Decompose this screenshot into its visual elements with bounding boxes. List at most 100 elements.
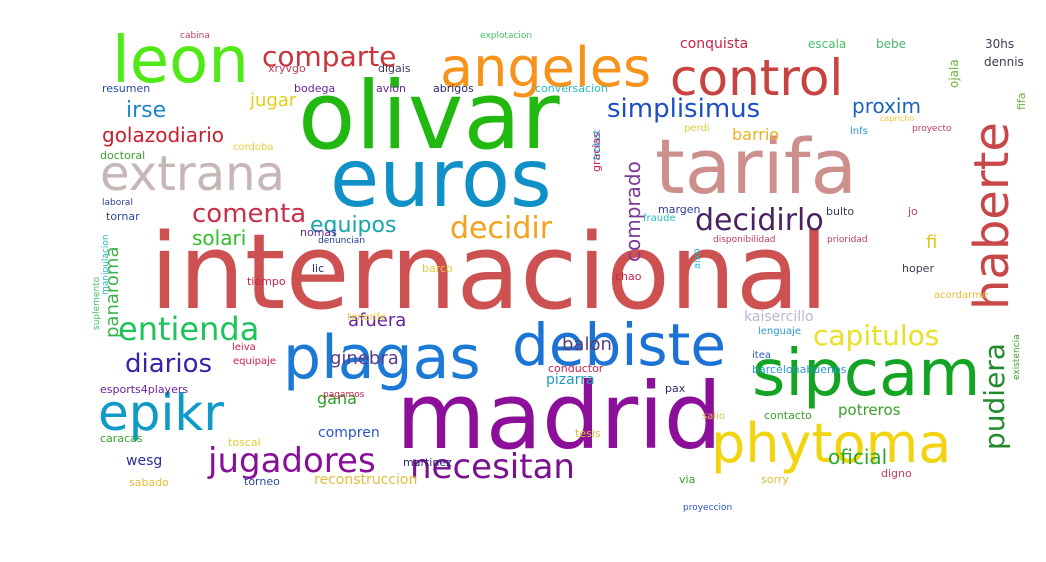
word-denuncian: denuncian [318, 236, 365, 246]
word-decidir: decidir [450, 211, 553, 246]
word-simplisimus: simplisimus [607, 94, 760, 124]
word-panaroma: panaroma [102, 247, 123, 338]
word-comenta: comenta [192, 199, 306, 229]
word-aixo: aixo [692, 248, 703, 269]
word-dennis: dennis [984, 55, 1024, 69]
word-martinez: martinez [403, 456, 452, 469]
word-equipaje: equipaje [233, 356, 276, 367]
word-irse: irse [126, 98, 166, 123]
word-cabina: cabina [180, 31, 210, 41]
word-laboral: laboral [102, 198, 133, 208]
word-diarios: diarios [125, 349, 212, 379]
word-proyeccion: proyeccion [683, 503, 732, 513]
word-disponibilidad: disponibilidad [713, 235, 775, 245]
word-fraude: fraude [643, 213, 676, 224]
word-jugadores: jugadores [207, 441, 376, 481]
word-toscal: toscal [228, 436, 261, 449]
word-resumen: resumen [102, 82, 150, 95]
word-sipcam: sipcam [752, 337, 981, 411]
word-conductor: conductor [548, 362, 604, 375]
word-abrigos: abrigos [433, 82, 474, 95]
word-gracias: gracias [590, 132, 603, 172]
word-30hs: 30hs [985, 37, 1014, 51]
word-ginebra: ginebra [330, 348, 399, 369]
word-madrid: madrid [396, 363, 722, 470]
word-golazodiario: golazodiario [102, 123, 224, 147]
word-euros: euros [330, 132, 552, 225]
word-itea: itea [752, 350, 771, 361]
word-explotacion: explotacion [480, 31, 532, 41]
word-comparte: comparte [262, 40, 396, 73]
word-tiempo: tiempo [247, 275, 286, 288]
word-bodega: bodega [294, 82, 335, 95]
word-hoper: hoper [902, 262, 934, 275]
word-xryvgo: xryvgo [268, 62, 306, 75]
word-reconstruccion: reconstruccion [314, 472, 417, 488]
word-contacto: contacto [764, 409, 812, 422]
word-cordoba: cordoba [233, 142, 274, 153]
word-gana: gana [317, 389, 357, 408]
word-margen: margen [658, 203, 701, 216]
word-barcelonabuenos: barcelonabuenos [752, 363, 847, 376]
word-necesitan: necesitan [410, 447, 575, 487]
word-lic: lic [312, 262, 324, 275]
word-proxim: proxim [852, 94, 921, 118]
word-salio: salio [702, 411, 725, 422]
word-pizarra: pizarra [546, 372, 595, 388]
word-oficial: oficial [828, 445, 887, 469]
word-ojala: ojala [947, 59, 961, 88]
word-plagas: plagas [283, 323, 481, 393]
word-fi: fi [926, 232, 937, 253]
word-jo: jo [907, 205, 918, 218]
word-fifa: fifa [1015, 92, 1028, 110]
word-balon: balon [562, 334, 612, 355]
word-doctoral: doctoral [100, 149, 145, 162]
word-tesis: tesis [575, 427, 601, 440]
word-lnfs: lnfs [850, 126, 868, 137]
word-chao: chao [615, 270, 642, 283]
word-via: via [679, 473, 695, 486]
word-prioridad: prioridad [827, 235, 868, 245]
word-decidirlo: decidirlo [695, 203, 824, 238]
word-haberte: haberte [964, 122, 1020, 310]
word-capitulos: capitulos [813, 319, 939, 352]
word-bulto: bulto [826, 205, 854, 218]
word-epikr: epikr [98, 384, 224, 442]
word-angeles: angeles [440, 36, 651, 99]
word-jugar: jugar [249, 90, 297, 111]
word-internacional: internacional [150, 211, 828, 333]
word-suplemento: suplemento [92, 276, 102, 330]
word-control: control [670, 49, 843, 107]
word-manipulacion: manipulacion [101, 234, 111, 295]
word-leon: leon [112, 24, 249, 98]
word-sabado: sabado [129, 476, 169, 489]
word-equipos: equipos [310, 213, 396, 238]
word-entienda: entienda [118, 310, 259, 348]
word-avion: avion [376, 82, 406, 95]
word-lenguaje: lenguaje [758, 326, 801, 337]
word-capricho: capricho [880, 114, 914, 123]
word-tarifa: tarifa [655, 122, 857, 211]
word-bebe: bebe [876, 37, 906, 51]
word-conquista: conquista [680, 36, 748, 52]
word-comprado: comprado [621, 161, 645, 262]
word-proyecto: proyecto [912, 124, 952, 134]
word-leiva: leiva [232, 342, 256, 353]
word-torneo: torneo [244, 475, 280, 488]
word-pax: pax [665, 382, 686, 395]
word-debiste: debiste [512, 311, 726, 379]
word-compren: compren [318, 425, 380, 441]
word-trobat: trobat [592, 130, 603, 160]
word-digno: digno [881, 467, 912, 480]
word-existencia: existencia [1012, 334, 1022, 380]
word-pagamos: pagamos [323, 390, 365, 400]
word-barrio: barrio [732, 125, 779, 144]
word-potreros: potreros [838, 401, 901, 419]
word-tornar: tornar [106, 210, 140, 223]
word-sorry: sorry [761, 473, 789, 486]
word-caracas: caracas [100, 432, 143, 445]
word-extrana: extrana [100, 146, 285, 202]
word-nomas: nomas [300, 226, 337, 239]
word-tenerife: tenerife [347, 312, 386, 323]
